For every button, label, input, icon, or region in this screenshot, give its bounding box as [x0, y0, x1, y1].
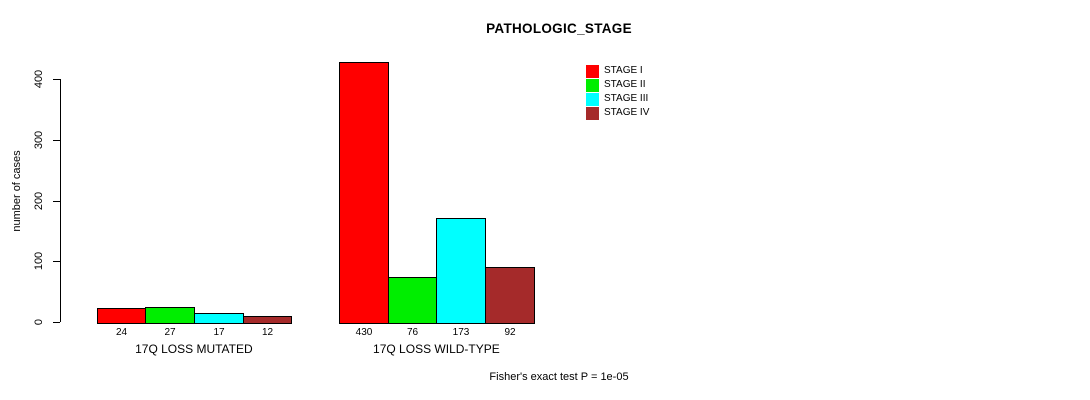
legend-label: STAGE II — [604, 79, 646, 90]
y-axis-line — [60, 79, 61, 322]
y-axis-tick — [53, 79, 60, 80]
y-axis-tick-label: 400 — [33, 69, 45, 89]
bar-stage-iv-17q-loss-wild-type — [485, 267, 535, 324]
y-axis-tick — [53, 201, 60, 202]
y-axis-tick — [53, 261, 60, 262]
bar-stage-ii-17q-loss-wild-type — [388, 277, 437, 324]
legend: STAGE I STAGE II STAGE III STAGE IV — [586, 64, 649, 120]
bar-value-label: 92 — [504, 327, 516, 338]
bar-value-label: 24 — [115, 327, 128, 338]
legend-swatch — [586, 106, 599, 120]
bar-stage-iv-17q-loss-mutated — [243, 316, 292, 324]
legend-swatch — [586, 92, 599, 106]
y-axis-tick-label: 0 — [33, 318, 45, 326]
legend-item-stage-ii: STAGE II — [586, 78, 649, 92]
legend-label: STAGE I — [604, 65, 643, 76]
annotation-text: Fisher's exact test P = 1e-05 — [489, 371, 629, 383]
bar-stage-iii-17q-loss-wild-type — [436, 218, 486, 324]
bar-value-label: 27 — [164, 327, 176, 338]
bar-stage-iii-17q-loss-mutated — [194, 313, 244, 324]
y-axis-tick — [53, 140, 60, 141]
chart-title: PATHOLOGIC_STAGE — [486, 21, 632, 36]
bar-value-label: 17 — [213, 327, 225, 338]
bar-value-label: 430 — [355, 327, 373, 338]
x-category-label: 17Q LOSS WILD-TYPE — [373, 342, 500, 356]
y-axis-tick-label: 200 — [33, 191, 45, 211]
bar-stage-i-17q-loss-wild-type — [339, 62, 389, 324]
bar-value-label: 173 — [452, 327, 470, 338]
bar-stage-ii-17q-loss-mutated — [145, 307, 195, 324]
y-axis-tick — [53, 322, 60, 323]
legend-swatch — [586, 78, 599, 92]
legend-label: STAGE III — [604, 93, 649, 104]
legend-label: STAGE IV — [604, 107, 650, 118]
y-axis-tick-label: 300 — [33, 130, 45, 150]
legend-item-stage-i: STAGE I — [586, 64, 649, 78]
legend-item-stage-iii: STAGE III — [586, 92, 649, 106]
y-axis-tick-label: 100 — [33, 251, 45, 271]
bar-value-label: 76 — [406, 327, 419, 338]
bar-stage-i-17q-loss-mutated — [97, 308, 146, 324]
legend-swatch — [586, 64, 599, 78]
bar-value-label: 12 — [261, 327, 274, 338]
y-axis-label: number of cases — [11, 150, 23, 232]
x-category-label: 17Q LOSS MUTATED — [135, 342, 253, 356]
legend-item-stage-iv: STAGE IV — [586, 106, 649, 120]
